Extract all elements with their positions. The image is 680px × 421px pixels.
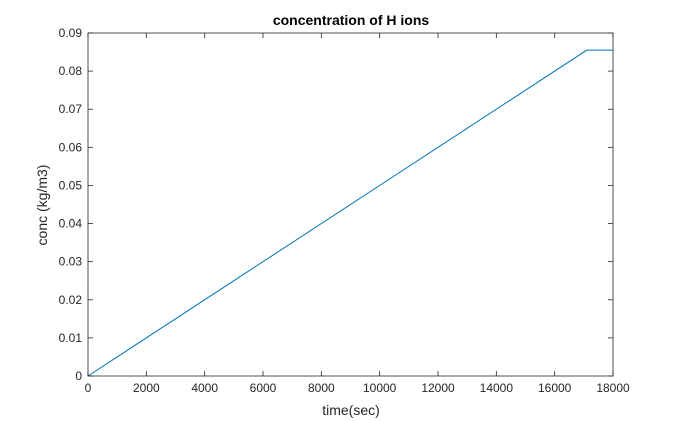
plot-frame <box>87 32 614 377</box>
x-tick-label: 16000 <box>538 381 572 395</box>
x-tick-label: 0 <box>85 381 92 395</box>
series-layer <box>87 49 613 377</box>
y-tick-label: 0.05 <box>59 178 83 192</box>
chart-title: concentration of H ions <box>273 12 430 28</box>
y-tick-label: 0.03 <box>59 255 83 269</box>
y-tick-label: 0.06 <box>59 140 83 154</box>
series-line <box>87 49 613 377</box>
x-tick-label: 6000 <box>250 381 277 395</box>
y-tick-label: 0.07 <box>59 102 83 116</box>
x-tick-label: 8000 <box>308 381 335 395</box>
y-tick-label: 0.08 <box>59 64 83 78</box>
y-tick-label: 0 <box>75 369 82 383</box>
x-tick-label: 2000 <box>133 381 160 395</box>
x-tick-label: 4000 <box>191 381 218 395</box>
y-tick-label: 0.09 <box>59 26 83 40</box>
y-tick-label: 0.01 <box>59 331 83 345</box>
x-tick-label: 14000 <box>480 381 514 395</box>
x-tick-label: 12000 <box>421 381 455 395</box>
x-tick-label: 10000 <box>363 381 397 395</box>
y-tick-label: 0.02 <box>59 293 83 307</box>
y-tick-label: 0.04 <box>59 217 83 231</box>
y-axis-label: conc (kg/m3) <box>34 165 50 246</box>
x-axis-label: time(sec) <box>322 402 380 418</box>
x-tick-label: 18000 <box>596 381 630 395</box>
ticks-layer: 0 2000 4000 6000 8000 10000 12000 14000 16000 180… <box>59 26 630 395</box>
